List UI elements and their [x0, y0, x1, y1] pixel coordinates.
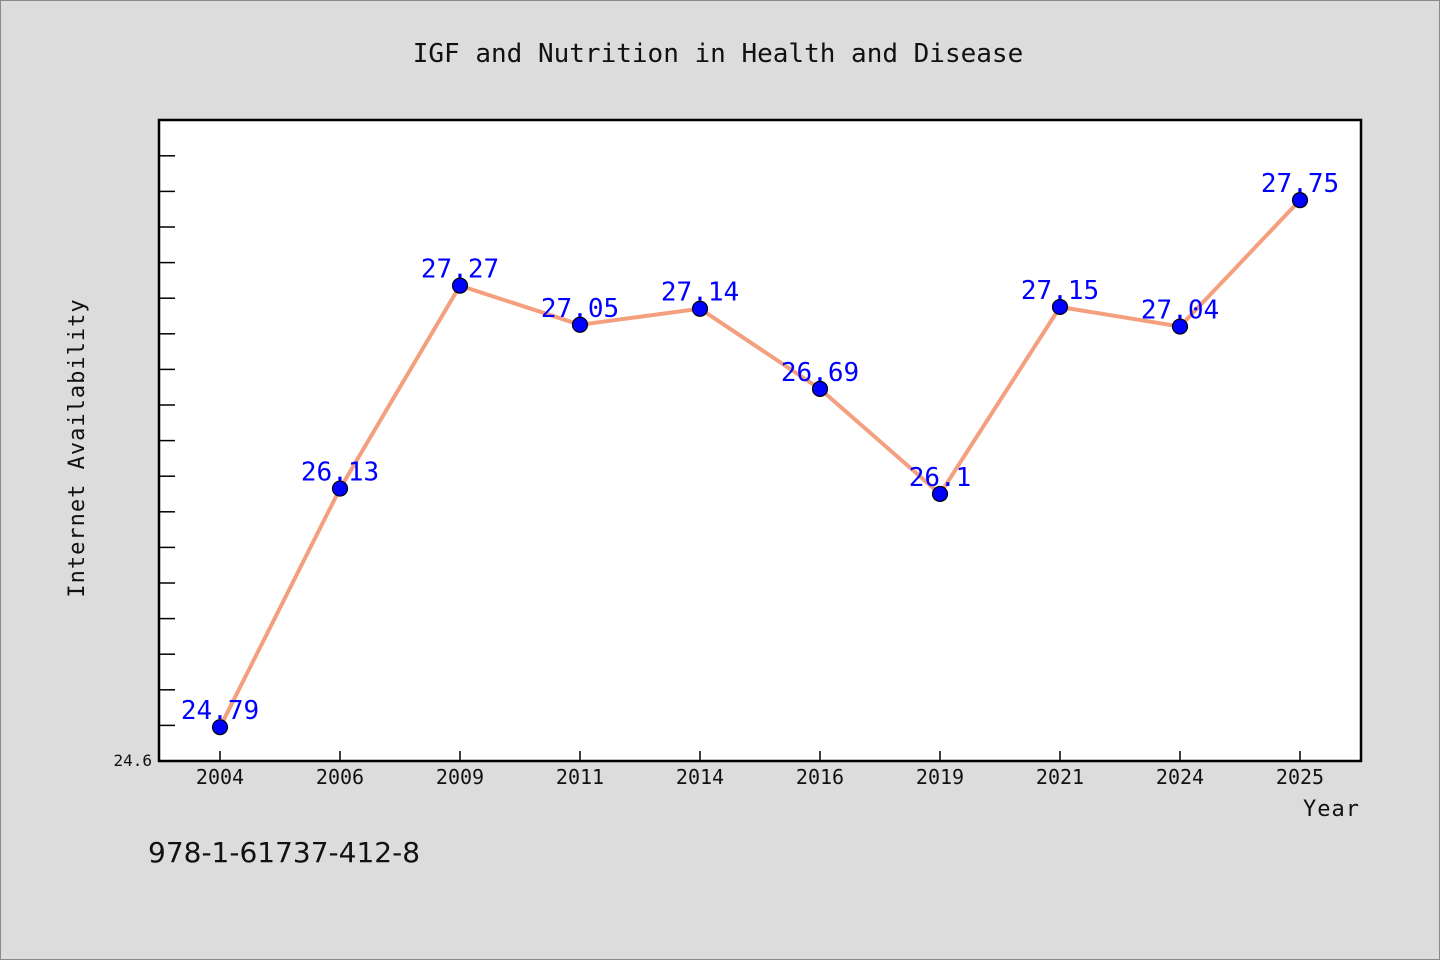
data-point [1291, 192, 1309, 209]
data-point [691, 300, 709, 317]
y-axis-min-label: 24.6 [113, 751, 152, 770]
data-point [571, 316, 589, 333]
data-point [931, 485, 949, 503]
data-point [451, 277, 469, 294]
x-tick-label: 2011 [556, 765, 604, 789]
series-line [218, 198, 1302, 730]
data-point [211, 719, 229, 736]
data-labels: 24.79 26.13 27.27 27.05 27.14 26.69 26.1 27.15 2… [181, 169, 1339, 726]
data-point [811, 380, 829, 397]
data-point [331, 480, 349, 497]
isbn-label: 978-1-61737-412-8 [148, 836, 420, 869]
x-tick-label: 2004 [196, 765, 244, 789]
x-tick-label: 2016 [796, 765, 844, 789]
data-label: 26.13 [301, 458, 379, 488]
data-label: 26.69 [781, 358, 859, 388]
x-axis-label: Year [1303, 797, 1360, 822]
x-tick-label: 2006 [316, 765, 364, 789]
x-axis-ticks [219, 751, 1301, 761]
data-point [1051, 298, 1069, 316]
data-label: 27.27 [421, 255, 499, 285]
plot-area [159, 120, 1361, 761]
y-axis-minor-ticks [159, 155, 175, 727]
data-label: 27.75 [1261, 169, 1339, 199]
data-label: 27.05 [541, 294, 619, 324]
x-axis-tick-labels: 2004 2006 2009 2011 2014 2016 2019 2021 2024 2025 [196, 765, 1324, 789]
data-label: 27.14 [661, 278, 739, 308]
x-tick-label: 2014 [676, 765, 724, 789]
chart-title: IGF and Nutrition in Health and Disease [413, 39, 1023, 69]
plot-border [157, 118, 1363, 763]
data-label: 24.79 [181, 696, 259, 726]
x-tick-label: 2009 [436, 765, 484, 789]
y-axis-label: Internet Availability [65, 298, 90, 597]
x-tick-label: 2019 [916, 765, 964, 789]
x-tick-label: 2024 [1156, 765, 1204, 789]
data-label: 26.1 [909, 463, 972, 493]
x-tick-label: 2025 [1276, 765, 1324, 789]
data-label: 27.04 [1141, 296, 1219, 326]
data-label: 27.15 [1021, 276, 1099, 306]
data-point [1171, 318, 1189, 335]
series-markers [211, 192, 1309, 736]
x-tick-label: 2021 [1036, 765, 1084, 789]
